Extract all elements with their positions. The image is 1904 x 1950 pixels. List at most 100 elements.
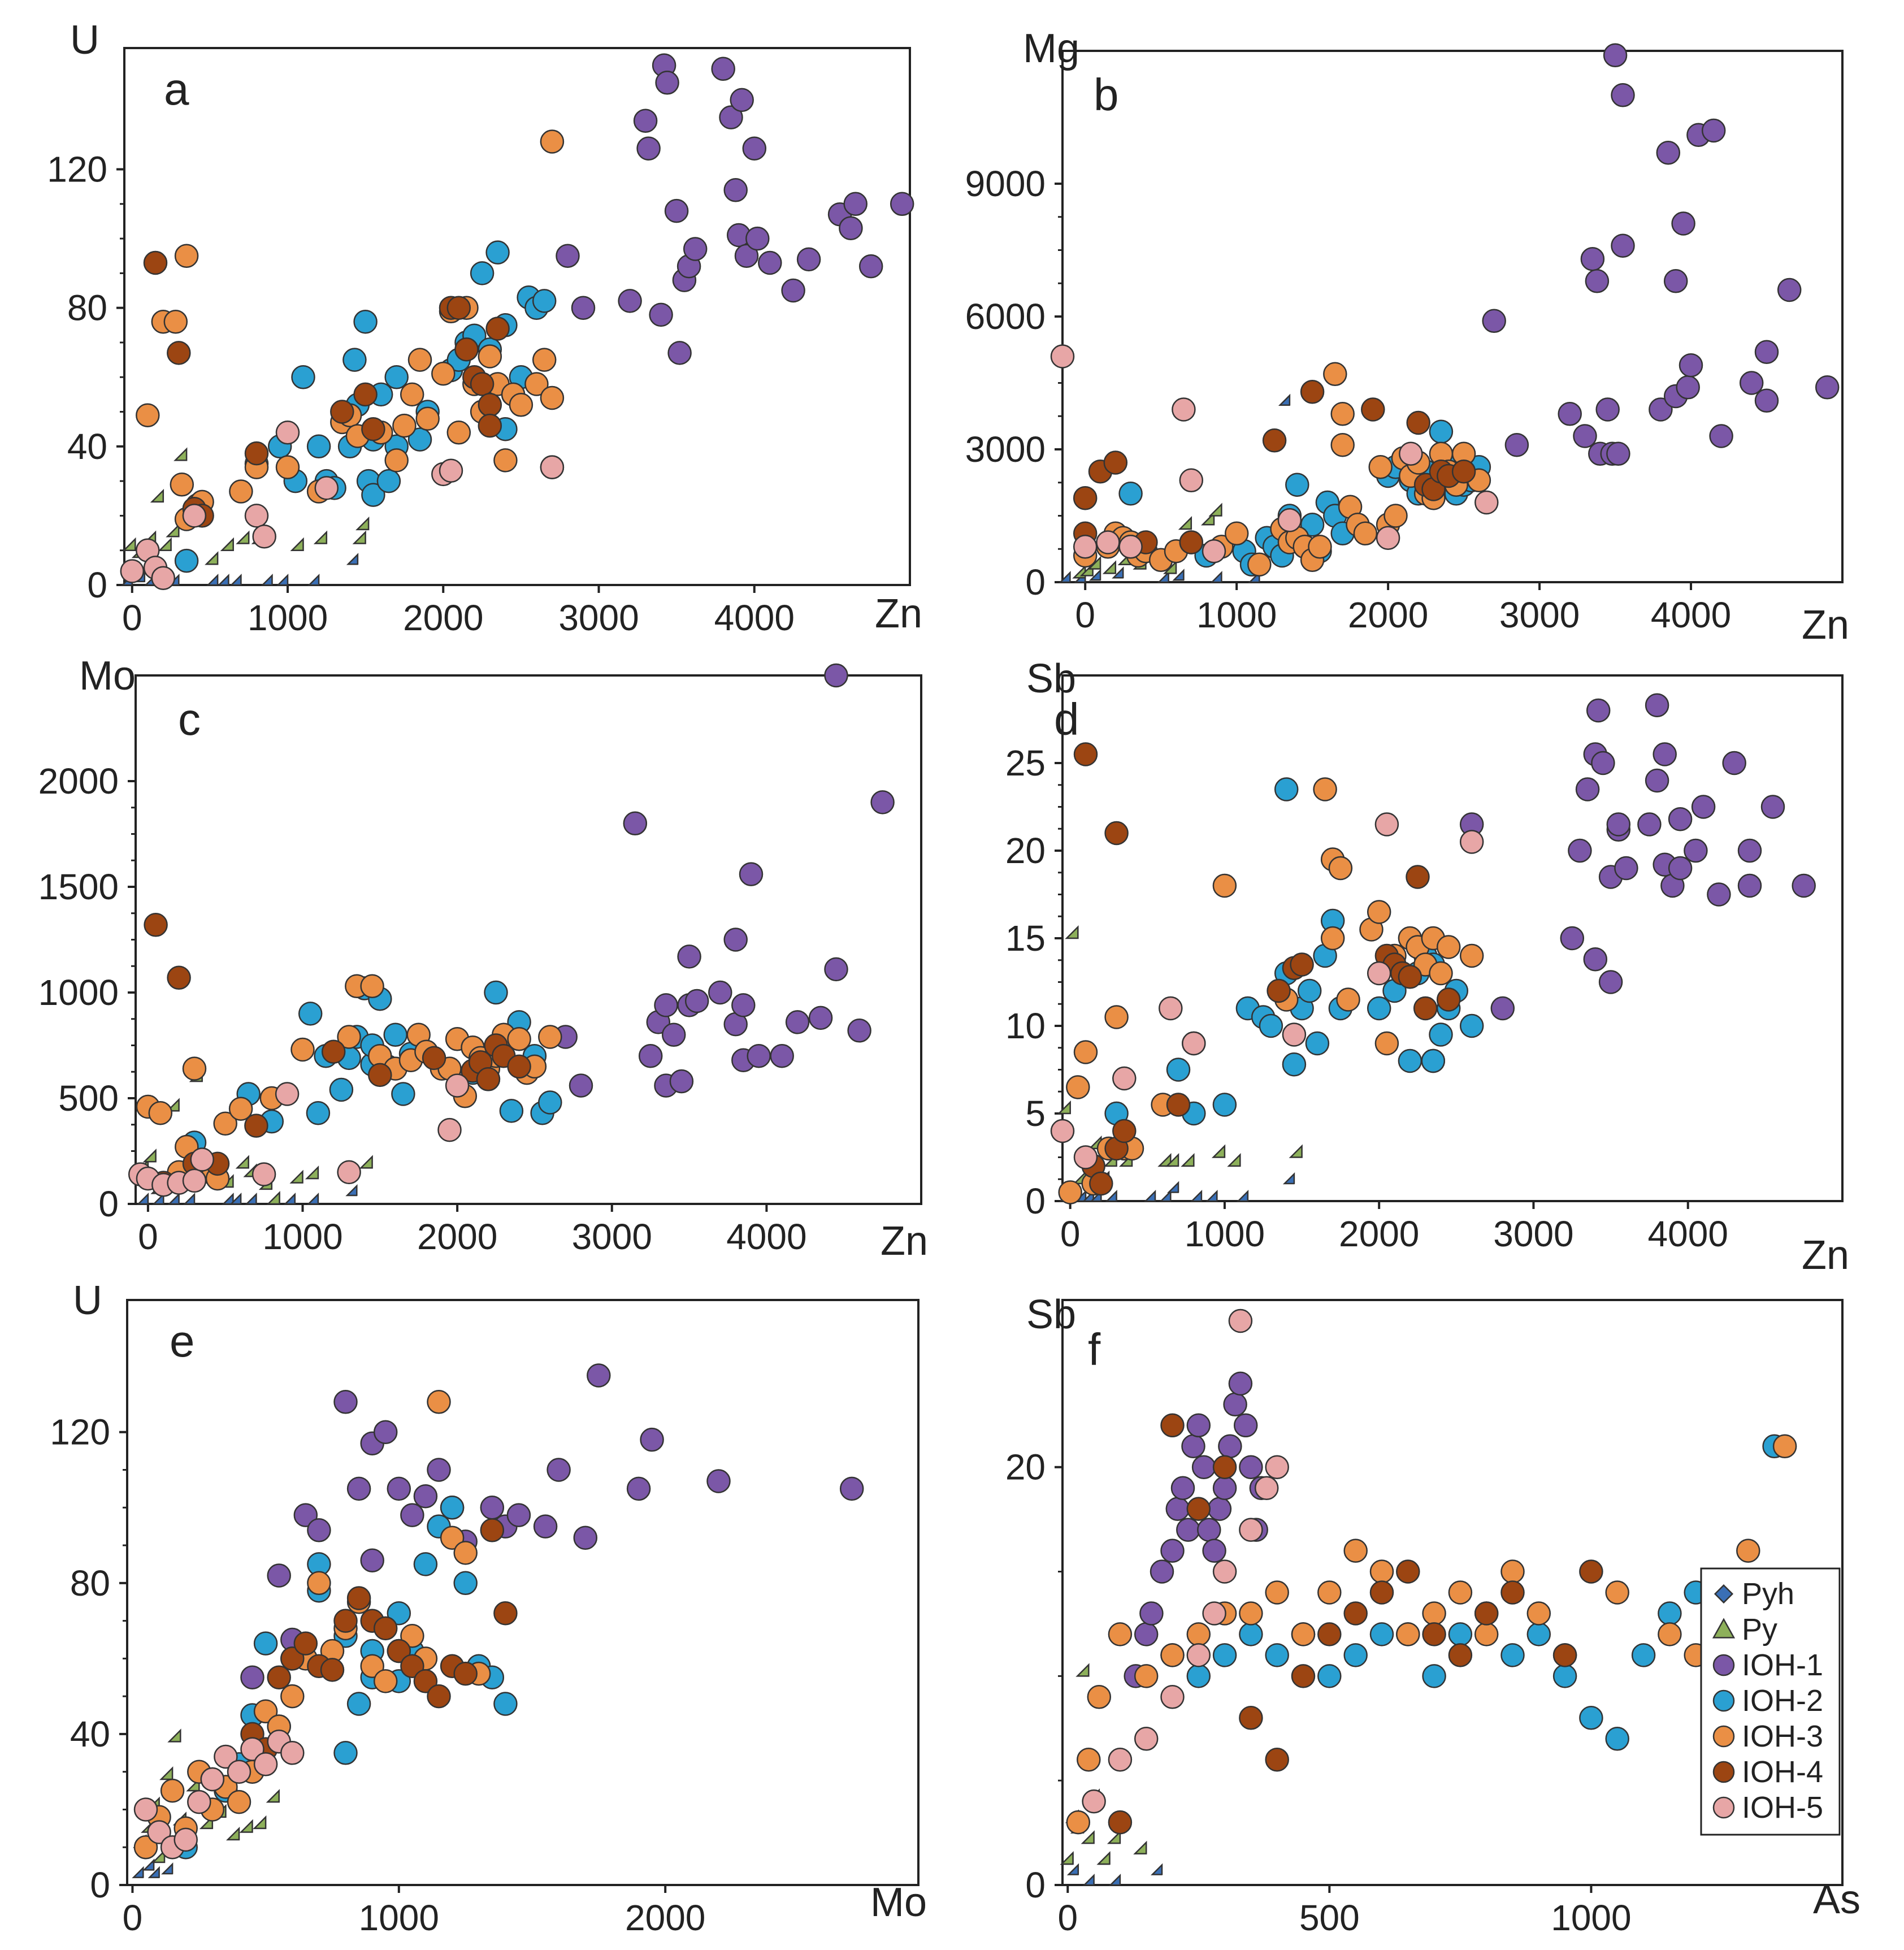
- data-point: [493, 1692, 518, 1716]
- data-point: [1422, 1601, 1446, 1626]
- data-point: [708, 980, 732, 1005]
- data-point: [174, 244, 199, 268]
- data-point: [1176, 1518, 1200, 1542]
- data-point: [1737, 838, 1762, 863]
- data-point: [1210, 570, 1222, 583]
- data-point: [493, 448, 518, 473]
- data-point: [446, 421, 471, 445]
- data-point: [1422, 1664, 1446, 1688]
- x-tick-label: 2000: [625, 1897, 705, 1938]
- data-point: [1603, 43, 1628, 68]
- data-point: [342, 348, 367, 372]
- data-point: [1679, 353, 1703, 378]
- data-point: [427, 1458, 451, 1482]
- data-point: [314, 476, 339, 500]
- data-point: [1300, 379, 1325, 404]
- data-point: [484, 980, 508, 1005]
- data-point: [1552, 1643, 1577, 1667]
- data-point: [236, 530, 250, 544]
- data-point: [1081, 1830, 1095, 1844]
- x-axis-label: Zn: [881, 1219, 928, 1264]
- data-point: [1060, 1851, 1074, 1865]
- data-point: [1552, 1664, 1577, 1688]
- data-point: [1212, 1455, 1237, 1479]
- series-pyh: [1061, 1852, 1163, 1886]
- data-point: [392, 413, 417, 438]
- legend-label: Pyh: [1742, 1577, 1794, 1611]
- data-point: [1323, 362, 1347, 387]
- y-tick-label: 500: [58, 1078, 119, 1119]
- y-tick-label: 15: [1005, 918, 1046, 959]
- data-point: [275, 455, 300, 479]
- data-point: [1282, 1172, 1295, 1185]
- data-point: [1777, 278, 1802, 302]
- data-point: [280, 1741, 305, 1765]
- data-point: [1308, 535, 1332, 559]
- data-point: [1500, 1559, 1525, 1584]
- data-point: [1436, 987, 1461, 1012]
- data-point: [1073, 486, 1098, 510]
- data-point: [1691, 795, 1716, 819]
- data-point: [1526, 1622, 1551, 1646]
- legend-label: IOH-2: [1742, 1684, 1823, 1718]
- data-point: [427, 1390, 451, 1414]
- data-point: [1429, 419, 1454, 444]
- data-point: [293, 1503, 318, 1527]
- x-axis-label: Zn: [875, 591, 922, 636]
- data-point: [253, 1631, 278, 1656]
- data-point: [182, 1056, 207, 1081]
- x-tick-label: 3000: [1499, 595, 1580, 635]
- data-point: [1236, 1189, 1249, 1202]
- data-point: [480, 1496, 505, 1520]
- data-point: [633, 109, 658, 133]
- data-point: [1278, 393, 1291, 406]
- data-point: [337, 1160, 361, 1185]
- data-point: [1736, 1539, 1760, 1563]
- x-tick-label: 0: [122, 597, 142, 638]
- data-point: [636, 136, 661, 161]
- data-point: [298, 1002, 323, 1026]
- legend-marker: [1712, 1761, 1735, 1783]
- data-point: [1653, 742, 1677, 766]
- data-point: [1179, 530, 1204, 554]
- y-tick-label: 0: [1025, 1181, 1046, 1221]
- data-point: [684, 989, 709, 1013]
- data-point: [453, 1661, 478, 1686]
- data-point: [151, 1849, 166, 1864]
- data-point: [1172, 397, 1196, 422]
- legend-item-pyh: Pyh: [1714, 1577, 1794, 1611]
- series-pyh: [132, 1858, 174, 1878]
- data-point: [1202, 1539, 1226, 1563]
- data-point: [661, 1022, 686, 1047]
- data-point: [373, 1420, 398, 1444]
- data-point: [476, 1067, 501, 1091]
- data-point: [1631, 1643, 1656, 1667]
- data-point: [1436, 935, 1461, 959]
- data-point: [569, 1073, 593, 1098]
- data-point: [1421, 1048, 1446, 1073]
- data-point: [1598, 970, 1623, 994]
- data-point: [453, 1571, 478, 1596]
- data-point: [1336, 987, 1360, 1012]
- data-point: [235, 1155, 249, 1169]
- data-point: [1265, 1747, 1289, 1772]
- data-point: [824, 663, 848, 688]
- data-point: [1374, 1031, 1399, 1056]
- data-point: [413, 1669, 438, 1693]
- data-point: [1649, 397, 1673, 422]
- x-tick-label: 1000: [1196, 595, 1277, 635]
- legend-marker: [1714, 1584, 1734, 1604]
- data-point: [1317, 1580, 1342, 1605]
- data-point: [333, 1741, 358, 1765]
- data-point: [1737, 873, 1762, 898]
- x-tick-label: 0: [1060, 1214, 1081, 1254]
- data-point: [1560, 926, 1585, 951]
- data-point: [1558, 402, 1582, 426]
- x-tick-label: 0: [1075, 595, 1095, 635]
- data-point: [669, 1069, 694, 1094]
- series-ioh-4: [1108, 1413, 1603, 1835]
- data-point: [205, 551, 219, 565]
- data-point: [454, 337, 479, 362]
- data-point: [1066, 1863, 1079, 1875]
